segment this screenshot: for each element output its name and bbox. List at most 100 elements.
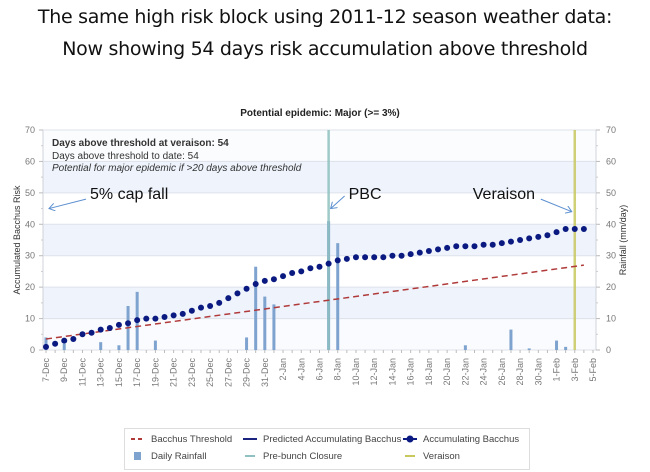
x-tick-label: 24-Jan — [479, 358, 489, 386]
x-tick-label: 28-Jan — [515, 358, 525, 386]
info-line2: Days above threshold to date: 54 — [52, 151, 199, 162]
accumulating-point — [553, 229, 560, 236]
x-tick-label: 14-Jan — [387, 358, 397, 386]
accumulating-point — [115, 321, 122, 328]
x-tick-label: 19-Dec — [150, 358, 160, 388]
x-tick-label: 4-Jan — [296, 358, 306, 381]
rainfall-bar — [254, 266, 258, 350]
y-tick-label: 60 — [25, 156, 35, 166]
plot-band — [43, 161, 596, 193]
x-tick-label: 8-Jan — [333, 358, 343, 381]
rainfall-bar — [99, 342, 103, 350]
rainfall-bar — [117, 345, 121, 350]
accumulating-point — [425, 248, 432, 254]
plot-band — [43, 318, 596, 350]
accumulating-point — [517, 237, 524, 243]
x-tick-label: 10-Jan — [351, 358, 361, 386]
y-tick-label: 70 — [25, 125, 35, 135]
accumulating-point — [462, 243, 469, 250]
x-tick-label: 23-Dec — [187, 358, 197, 388]
y-tick-label: 40 — [25, 219, 35, 229]
x-tick-label: 22-Jan — [460, 358, 470, 386]
y2-tick-label: 0 — [606, 345, 611, 355]
accumulating-point — [343, 255, 350, 262]
accumulating-point — [325, 260, 332, 267]
y2-tick-label: 70 — [606, 125, 616, 135]
x-tick-label: 9-Dec — [59, 358, 69, 383]
x-tick-label: 12-Jan — [369, 358, 379, 386]
rainfall-bar — [44, 337, 48, 350]
accumulating-point — [562, 226, 569, 232]
accumulating-point — [188, 307, 195, 314]
annotation-arrow-cap-fall — [49, 198, 87, 208]
y2-tick-label: 50 — [606, 188, 616, 198]
annotation-arrow-veraison — [540, 198, 572, 212]
x-tick-label: 17-Dec — [132, 358, 142, 388]
accumulating-point — [334, 257, 341, 264]
x-tick-label: 21-Dec — [169, 358, 179, 388]
y-tick-label: 10 — [25, 314, 35, 324]
annotation-cap-fall: 5% cap fall — [90, 186, 168, 203]
accumulating-point — [307, 265, 314, 272]
accumulating-point — [270, 276, 277, 283]
accumulating-point — [371, 254, 378, 261]
accumulating-point — [243, 285, 250, 292]
x-tick-label: 5-Feb — [588, 358, 598, 382]
legend-item-accumulating: Accumulating Bacchus — [403, 434, 519, 445]
x-tick-label: 30-Jan — [533, 358, 543, 386]
y-tick-label: 0 — [30, 345, 35, 355]
accumulating-point — [97, 326, 104, 333]
accumulating-point — [61, 337, 68, 344]
rainfall-bar — [463, 345, 467, 350]
annotation-pbc: PBC — [349, 186, 382, 203]
legend-item-threshold: Bacchus Threshold — [131, 434, 233, 445]
chart-title: Potential epidemic: Major (>= 3%) — [240, 108, 399, 119]
legend: Bacchus Threshold Predicted Accumulating… — [124, 428, 530, 470]
x-tick-label: 11-Dec — [77, 358, 87, 387]
accumulating-point — [261, 277, 268, 284]
accumulating-point — [106, 325, 113, 331]
plot-band — [43, 255, 596, 288]
accumulating-point — [444, 244, 451, 251]
accumulating-point — [407, 251, 414, 258]
y2-tick-label: 60 — [606, 156, 616, 166]
plot-band — [43, 287, 596, 319]
accumulating-point — [526, 235, 533, 242]
x-tick-label: 13-Dec — [96, 358, 106, 388]
x-tick-label: 31-Dec — [260, 358, 270, 388]
accumulating-point — [398, 252, 405, 259]
y-tick-label: 50 — [25, 188, 35, 198]
accumulating-point — [489, 241, 496, 248]
accumulating-point — [161, 314, 168, 320]
rainfall-bar — [555, 340, 559, 350]
accumulating-point — [152, 315, 159, 322]
accumulating-point — [416, 249, 423, 256]
x-tick-label: 15-Dec — [114, 358, 124, 388]
y-tick-label: 30 — [25, 251, 35, 261]
x-tick-label: 20-Jan — [442, 358, 452, 386]
rainfall-bar — [62, 343, 66, 350]
accumulating-point — [544, 232, 551, 239]
legend-item-pbc: Pre-bunch Closure — [245, 451, 343, 462]
accumulating-point — [380, 254, 387, 261]
accumulating-point — [498, 240, 505, 247]
accumulating-point — [289, 270, 296, 276]
rainfall-bar — [509, 329, 513, 350]
annotation-arrow-pbc — [331, 195, 345, 209]
rainfall-bar — [153, 340, 157, 350]
x-tick-label: 6-Jan — [315, 358, 325, 381]
accumulating-point — [52, 340, 59, 347]
threshold-line — [45, 264, 584, 340]
x-tick-label: 16-Jan — [406, 358, 416, 386]
info-line1: Days above threshold at veraison: 54 — [52, 138, 229, 149]
plot-band — [43, 192, 596, 225]
rainfall-bar — [245, 337, 249, 350]
accumulating-point — [252, 281, 259, 287]
accumulating-point — [316, 263, 323, 270]
accumulating-point — [125, 320, 132, 327]
x-tick-label: 27-Dec — [223, 358, 233, 388]
accumulating-point — [571, 226, 578, 232]
x-tick-label: 29-Dec — [242, 358, 252, 388]
y-axis-title: Accumulated Bacchus Risk — [12, 185, 22, 295]
